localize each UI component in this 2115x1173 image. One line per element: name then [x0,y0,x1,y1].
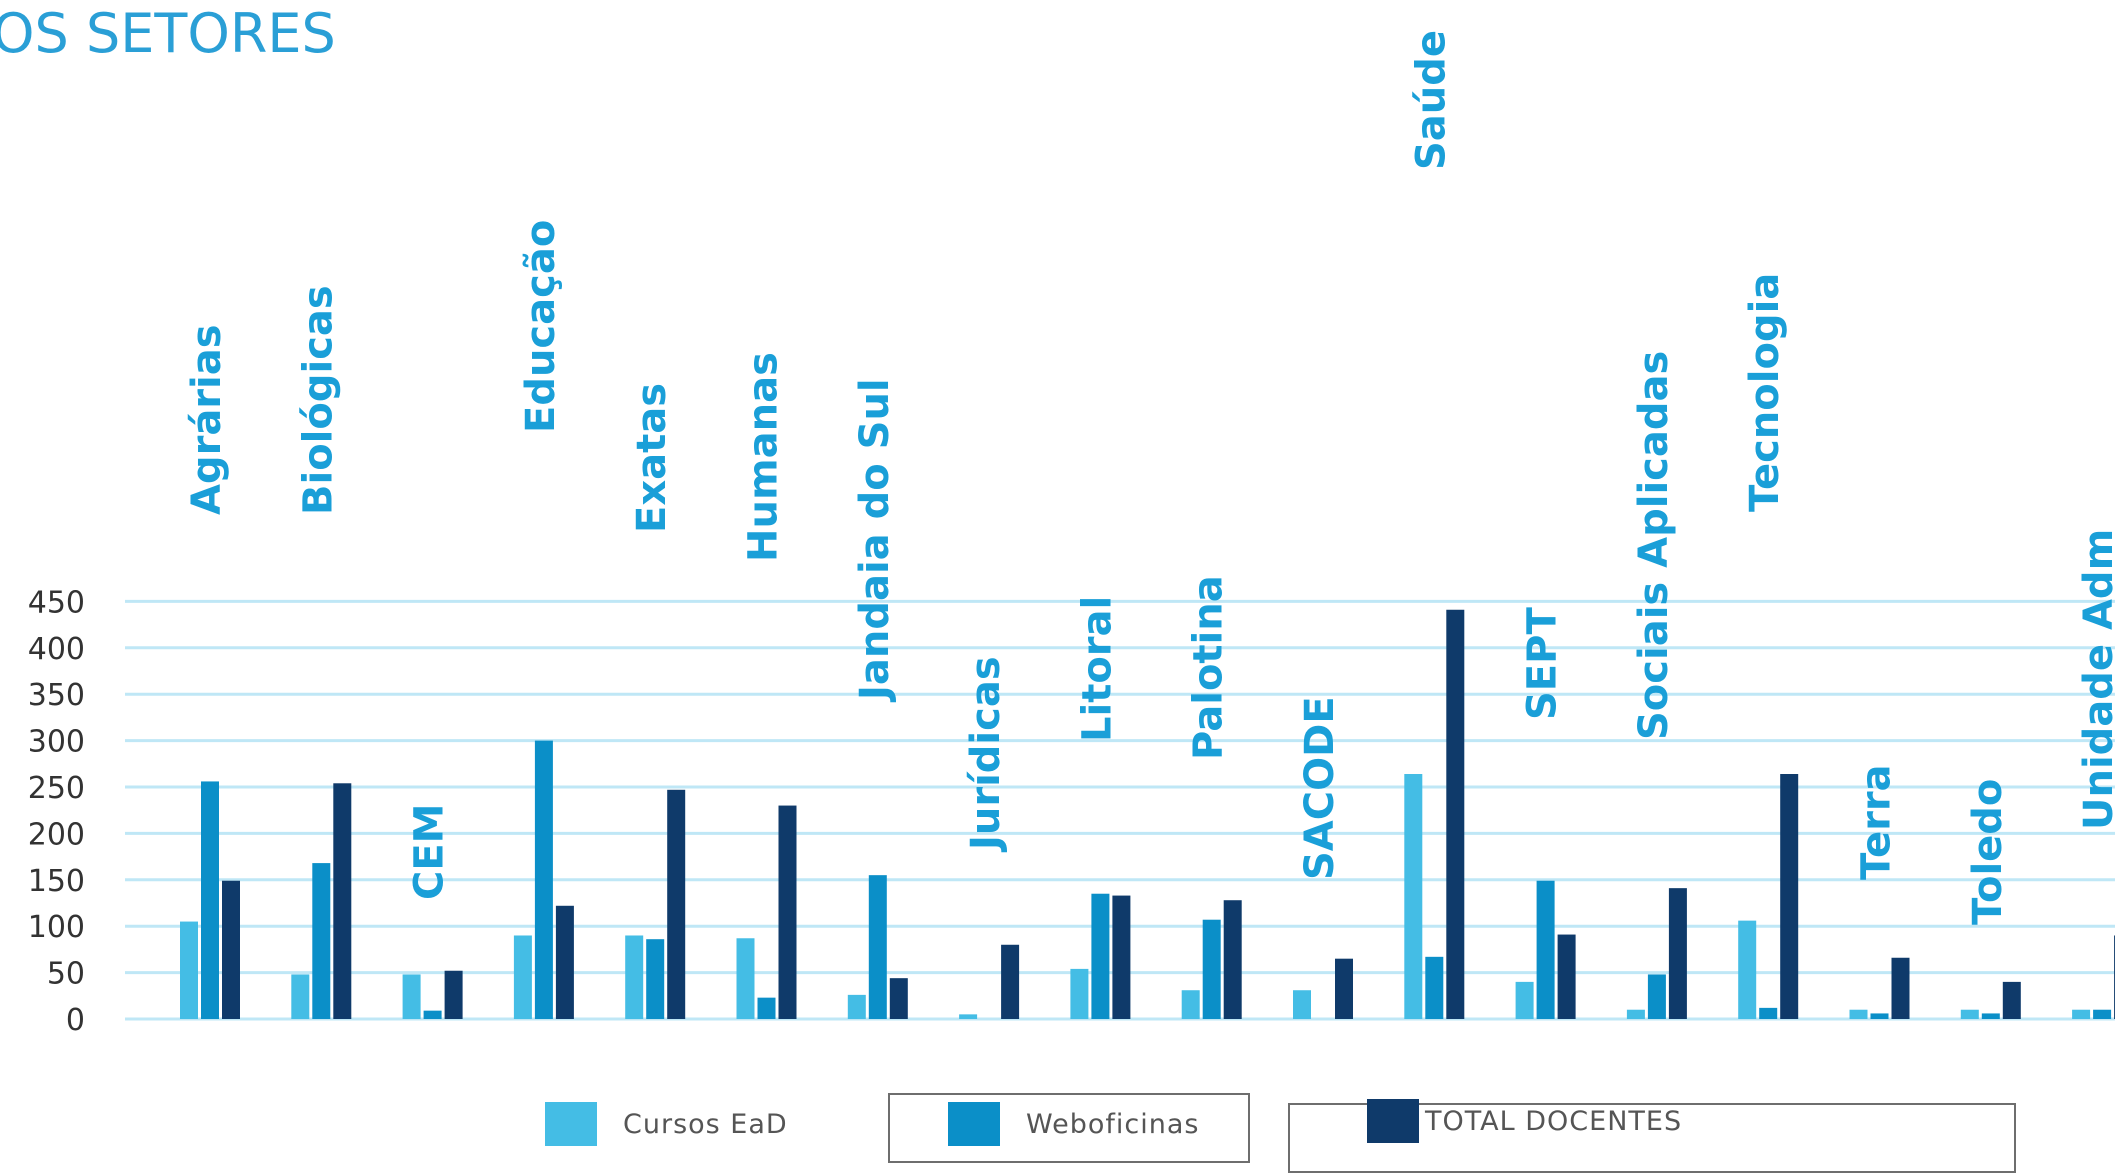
y-tick-label: 300 [28,725,85,760]
bar-weboficinas-educa-o [534,740,553,1019]
category-label: Terra [1854,764,1900,880]
bar-cursos-toledo [1960,1009,1979,1019]
bar-total-litoral [1112,895,1131,1019]
bar-weboficinas-exatas [646,939,665,1019]
y-tick-label: 50 [47,957,85,992]
bar-total-tecnologia [1780,774,1799,1019]
bar-total-cem [444,970,463,1019]
bar-weboficinas-terra [1870,1013,1889,1019]
bar-total-sociais-aplicadas [1668,888,1687,1019]
bar-weboficinas-toledo [1981,1013,2000,1019]
bar-total-humanas [778,805,797,1019]
bar-weboficinas-unidade-adm [2093,1009,2112,1019]
y-tick-label: 400 [28,632,85,667]
category-label: SEPT [1520,607,1566,720]
category-label: Jurídicas [963,656,1009,853]
legend-label-weboficinas: Weboficinas [1026,1108,1200,1140]
bar-weboficinas-agr-rias [201,781,219,1019]
bar-cursos-cem [402,974,421,1019]
bar-total-sept [1557,934,1576,1019]
category-label: Biológicas [295,285,341,515]
bar-total-sacode [1335,958,1353,1019]
y-tick-label: 0 [66,1003,85,1038]
page-title: OS SETORES [0,2,336,65]
y-tick-label: 250 [28,771,85,806]
legend-label-cursos: Cursos EaD [623,1108,788,1140]
legend-swatch-cursos [545,1102,597,1146]
y-tick-label: 350 [28,678,85,713]
bar-weboficinas-cem [423,1010,442,1019]
bar-cursos-jur-dicas [959,1014,978,1019]
legend-item-weboficinas: Weboficinas [948,1102,1199,1146]
bar-total-educa-o [555,905,574,1019]
bar-cursos-agr-rias [180,921,198,1019]
bar-cursos-tecnologia [1738,920,1757,1019]
bar-cursos-exatas [625,935,644,1019]
bar-total-toledo [2002,981,2021,1019]
category-label: Tecnologia [1742,273,1788,512]
bar-weboficinas-litoral [1091,893,1110,1019]
bar-cursos-sacode [1293,990,1311,1019]
category-label: Educação [518,220,564,433]
bar-total-palotina [1223,900,1242,1019]
bar-weboficinas-sociais-aplicadas [1647,974,1666,1019]
category-label: Unidade Adm [2076,529,2115,830]
category-label: Agrárias [184,324,230,515]
bar-cursos-jandaia-do-sul [847,994,866,1019]
category-label: CEM [407,804,453,900]
bar-total-biol-gicas [333,783,352,1019]
legend-swatch-total [1367,1099,1419,1143]
category-label: Litoral [1074,596,1120,742]
bar-weboficinas-sa-de [1425,956,1444,1019]
category-label: Humanas [741,352,787,562]
y-tick-label: 200 [28,817,85,852]
y-tick-label: 100 [28,910,85,945]
bar-cursos-terra [1849,1009,1868,1019]
bar-cursos-humanas [736,938,755,1019]
bar-cursos-educa-o [513,935,532,1019]
bar-cursos-sept [1515,981,1534,1019]
bar-weboficinas-biol-gicas [312,863,331,1019]
bar-weboficinas-sept [1536,880,1555,1019]
legend-label-total: TOTAL DOCENTES [1425,1105,1683,1137]
category-label: Palotina [1186,575,1232,760]
bar-cursos-sa-de [1404,774,1423,1019]
legend-swatch-weboficinas [948,1102,1000,1146]
bar-cursos-litoral [1070,968,1089,1019]
category-label: SACODE [1297,696,1343,880]
category-label: Toledo [1965,779,2011,925]
legend-item-cursos: Cursos EaD [545,1102,788,1146]
bar-weboficinas-tecnologia [1759,1007,1778,1019]
category-label: Jandaia do Sul [852,378,898,703]
bar-cursos-palotina [1181,990,1200,1019]
category-label: Sociais Aplicadas [1631,351,1677,740]
bar-cursos-unidade-adm [2072,1009,2091,1019]
category-label: Saúde [1408,30,1454,170]
legend-frame-weboficinas [888,1093,1250,1163]
bar-total-jur-dicas [1001,944,1020,1019]
bar-weboficinas-humanas [757,997,776,1019]
y-tick-label: 150 [28,864,85,899]
bar-total-exatas [667,789,686,1019]
bar-total-terra [1891,957,1910,1019]
bar-total-agr-rias [222,880,240,1019]
bar-cursos-sociais-aplicadas [1626,1009,1645,1019]
bar-total-sa-de [1446,609,1465,1019]
y-tick-label: 450 [28,585,85,620]
legend-item-total: TOTAL DOCENTES [1367,1099,1682,1143]
bar-weboficinas-jandaia-do-sul [868,875,887,1019]
bar-total-jandaia-do-sul [889,978,908,1019]
bar-weboficinas-palotina [1202,919,1221,1019]
bar-cursos-biol-gicas [291,974,310,1019]
category-label: Exatas [629,383,675,533]
